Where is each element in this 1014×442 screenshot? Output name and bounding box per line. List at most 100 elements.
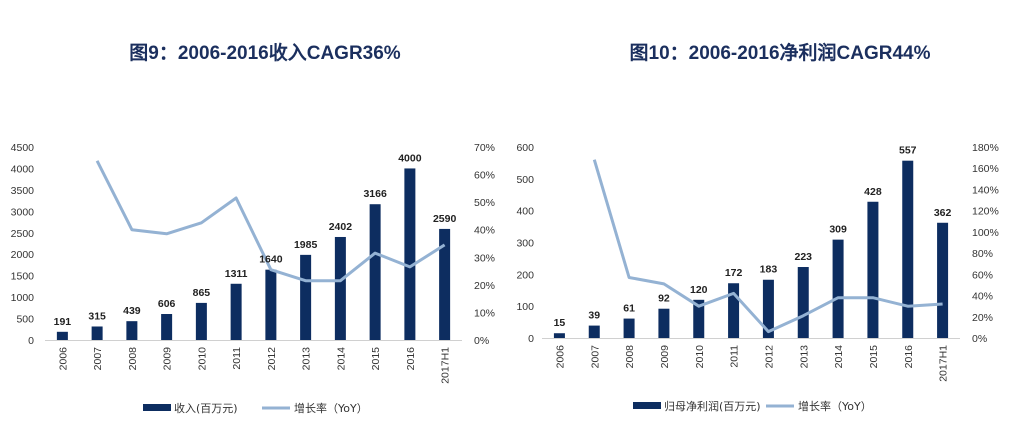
chart-1-data-label: 191	[54, 316, 72, 328]
chart-1-bar	[126, 321, 138, 340]
chart-1-category-label: 2013	[301, 347, 313, 371]
chart-2-data-label: 309	[829, 224, 847, 236]
chart-1-bar	[195, 302, 207, 340]
chart-2-right-tick-label: 120%	[972, 206, 999, 218]
chart-1-left-tick-label: 3500	[11, 185, 35, 197]
chart-2-right-tick-label: 60%	[972, 269, 993, 281]
chart-2-legend: 归母净利润(百万元) 增长率（YoY）	[633, 399, 872, 413]
chart-2-data-label: 557	[899, 145, 917, 157]
chart-2-left-tick-label: 500	[516, 174, 534, 186]
chart-1-bar	[369, 204, 381, 340]
chart-1-data-label: 439	[123, 305, 141, 317]
chart-1-category-label: 2015	[370, 347, 382, 371]
chart-2-plot: 0 100 200 300 400 500 600 0% 20% 40% 60% 80% 100% 120…	[516, 142, 998, 382]
chart-2-category-label: 2006	[554, 345, 566, 369]
chart-1-category-label: 2017H1	[440, 347, 452, 384]
chart-2-bar	[623, 318, 635, 338]
chart-1-category-label: 2014	[335, 347, 347, 371]
chart-2-legend-bar-swatch	[633, 402, 661, 409]
chart-2-right-tick-label: 180%	[972, 142, 999, 154]
chart-1-right-tick-label: 10%	[474, 307, 495, 319]
chart-1-left-tick-label: 4000	[11, 163, 35, 175]
chart-1-category-label: 2011	[231, 347, 243, 370]
chart-2-bar	[832, 239, 844, 338]
chart-2-data-label: 15	[554, 317, 566, 329]
chart-2-bar	[902, 160, 914, 338]
chart-2-category-label: 2011	[729, 345, 741, 368]
chart-1-category-label: 2006	[57, 347, 69, 371]
chart-2-data-label: 92	[658, 293, 670, 305]
chart-1-legend-bar-swatch	[143, 404, 171, 411]
chart-2-category-label: 2014	[833, 345, 845, 369]
chart-2-category-label: 2008	[624, 345, 636, 369]
chart-2-category-label: 2016	[903, 345, 915, 369]
chart-1-bar	[91, 326, 103, 340]
chart-2-category-label: 2013	[798, 345, 810, 369]
chart-1-right-tick-label: 20%	[474, 280, 495, 292]
chart-1-bar	[230, 283, 242, 340]
chart-1-left-tick-label: 0	[28, 335, 34, 347]
chart-1-bar	[161, 314, 173, 340]
chart-2-data-label: 428	[864, 186, 882, 198]
chart-1-right-tick-label: 50%	[474, 197, 495, 209]
chart-1-bar	[265, 269, 277, 340]
chart-2-bar	[658, 308, 670, 338]
chart-2-left-tick-label: 0	[528, 333, 534, 345]
chart-1-left-tick-label: 3000	[11, 206, 35, 218]
chart-2-bar	[867, 201, 879, 338]
chart-2-data-label: 120	[690, 284, 708, 296]
chart-1-bar	[300, 254, 312, 340]
chart-1-data-label: 2402	[329, 221, 353, 233]
chart-1-left-tick-label: 2000	[11, 249, 35, 261]
chart-1-left-tick-label: 2500	[11, 228, 35, 240]
chart-2-right-tick-label: 20%	[972, 312, 993, 324]
chart-1-right-tick-label: 60%	[474, 170, 495, 182]
chart-2-category-label: 2007	[589, 345, 601, 369]
chart-2-left-tick-label: 600	[516, 142, 534, 154]
chart-2-bar	[937, 222, 949, 338]
chart-1-left-tick-label: 4500	[11, 142, 35, 154]
chart-1-data-label: 3166	[363, 188, 387, 200]
chart-1-legend-bar-label: 收入(百万元)	[174, 401, 238, 415]
chart-1-data-label: 315	[88, 310, 106, 322]
chart-1-right-tick-label: 30%	[474, 252, 495, 264]
chart-2-growth-line	[592, 159, 943, 334]
chart-2-category-label: 2015	[868, 345, 880, 369]
chart-1-data-label: 606	[158, 298, 176, 310]
chart-2-right-tick-label: 160%	[972, 163, 999, 175]
chart-2-data-label: 39	[588, 310, 600, 322]
chart-2-title: 图10：2006-2016净利润CAGR44%	[629, 43, 931, 64]
chart-1-bar	[404, 168, 416, 340]
chart-1-legend: 收入(百万元) 增长率（YoY）	[143, 401, 368, 415]
chart-1-data-label: 2590	[433, 213, 457, 225]
chart-2-right-tick-label: 0%	[972, 333, 987, 345]
chart-2-data-label: 362	[934, 207, 952, 219]
chart-1-left-tick-label: 1000	[11, 292, 35, 304]
chart-2-bar	[588, 325, 600, 338]
chart-2-bar	[693, 299, 705, 338]
chart-1-data-label: 4000	[398, 152, 422, 164]
chart-1-category-label: 2016	[405, 347, 417, 371]
chart-1-legend-line-label: 增长率（YoY）	[294, 401, 368, 415]
chart-2-left-tick-label: 400	[516, 206, 534, 218]
chart-2-data-label: 183	[760, 264, 778, 276]
chart-2-bar	[762, 279, 774, 338]
chart-1-left-tick-label: 500	[16, 314, 34, 326]
chart-1-bar	[439, 228, 451, 340]
chart-1-plot: 0 500 1000 1500 2000 2500 3000 3500 4000 4500 0% 10…	[11, 142, 495, 384]
chart-2-data-label: 172	[725, 267, 743, 279]
chart-2-left-tick-label: 100	[516, 301, 534, 313]
chart-2-data-label: 223	[794, 251, 812, 263]
chart-2-right-tick-label: 80%	[972, 248, 993, 260]
chart-2-right-tick-label: 40%	[972, 291, 993, 303]
chart-2-category-label: 2017H1	[938, 345, 950, 382]
chart-2-data-label: 61	[623, 303, 635, 315]
chart-2-right-tick-label: 140%	[972, 184, 999, 196]
chart-1-category-label: 2008	[127, 347, 139, 371]
chart-2-right-tick-label: 100%	[972, 227, 999, 239]
chart-1-category-label: 2007	[92, 347, 104, 371]
chart-2-category-label: 2012	[763, 345, 775, 369]
chart-1-bar	[56, 331, 68, 340]
chart-1-data-label: 1640	[259, 254, 283, 266]
